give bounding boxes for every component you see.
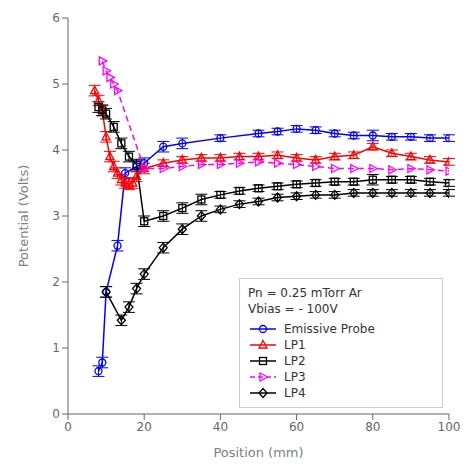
svg-text:2: 2 [52, 275, 60, 289]
svg-text:100: 100 [438, 420, 461, 434]
html-text:Emissive Probe: Emissive Probe [284, 322, 375, 336]
svg-text:60: 60 [289, 420, 304, 434]
html-text:LP3: LP3 [284, 370, 306, 384]
html-text:Vbias = - 100V: Vbias = - 100V [248, 302, 338, 316]
svg-text:80: 80 [365, 420, 380, 434]
svg-text:Position (mm): Position (mm) [213, 445, 303, 460]
svg-text:5: 5 [52, 77, 60, 91]
svg-text:3: 3 [52, 209, 60, 223]
html-text:LP1: LP1 [284, 338, 306, 352]
svg-text:4: 4 [52, 143, 60, 157]
svg-text:20: 20 [137, 420, 152, 434]
svg-text:40: 40 [213, 420, 228, 434]
svg-text:6: 6 [52, 11, 60, 25]
html-text:Pn = 0.25 mTorr Ar: Pn = 0.25 mTorr Ar [248, 286, 362, 300]
svg-text:0: 0 [52, 407, 60, 421]
svg-text:1: 1 [52, 341, 60, 355]
svg-text:0: 0 [64, 420, 72, 434]
svg-text:Potential (Volts): Potential (Volts) [16, 165, 31, 268]
html-text:LP2: LP2 [284, 354, 306, 368]
html-text:LP4: LP4 [284, 386, 306, 400]
